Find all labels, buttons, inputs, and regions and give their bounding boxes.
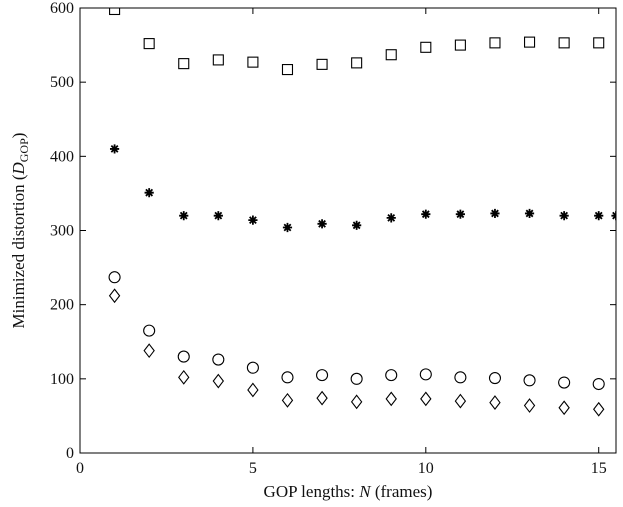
data-point-diamond [178,369,190,385]
data-point-square [385,49,397,61]
data-point-square [247,56,259,68]
data-point-star [455,209,465,219]
data-point-circle [592,377,605,391]
data-point-diamond [281,392,294,408]
data-point-square [558,37,570,49]
data-point-circle [385,369,398,382]
data-point-star [179,211,189,221]
data-point-star [317,219,327,229]
data-point-star [421,209,431,219]
series-square [109,8,605,76]
data-point-star [282,222,293,233]
data-point-circle [350,372,363,385]
data-point-star [213,211,223,221]
data-point-diamond [523,398,536,413]
plot-area [79,7,617,454]
data-point-circle [143,324,156,337]
data-point-circle [212,353,225,366]
y-tick-label: 500 [50,74,74,91]
y-tick-label: 100 [50,371,74,388]
data-point-square [212,54,224,66]
data-point-square [593,37,605,49]
data-point-star [524,208,535,219]
data-marks [108,8,616,417]
x-tick-label: 5 [249,460,257,477]
data-point-star [352,220,362,230]
y-tick-label: 200 [50,297,74,314]
data-point-diamond [143,343,155,359]
data-point-star [594,211,604,221]
plot-frame [79,7,617,454]
x-tick-label: 15 [591,460,607,477]
data-point-star [248,215,258,225]
data-point-circle [454,371,467,384]
data-point-star [109,144,120,154]
series-diamond [108,288,605,417]
data-point-diamond [247,382,259,398]
data-point-circle [558,376,571,389]
data-point-diamond [454,393,467,409]
x-tick-label: 10 [418,460,434,477]
data-point-square [109,8,121,16]
data-point-star [611,211,616,221]
data-point-square [351,57,363,69]
data-point-diamond [316,390,328,406]
data-point-square [178,58,190,70]
y-tick-label: 400 [50,148,74,165]
data-point-circle [419,368,432,381]
data-point-circle [177,350,190,363]
data-point-square [420,41,432,53]
data-point-diamond [489,395,501,410]
data-point-square [523,36,536,48]
series-circle [108,271,605,391]
data-point-circle [316,369,329,382]
data-point-diamond [558,400,570,416]
data-point-diamond [350,394,363,410]
data-point-circle [281,371,294,384]
y-tick-label: 300 [50,223,74,240]
y-tick-label: 600 [50,0,74,17]
data-point-circle [523,374,536,387]
y-axis-label: Minimized distortion (DGOP) [9,133,31,329]
axis-ticks: 0 5 10 15 0 100 200 300 400 500 600 [50,0,616,477]
x-axis-label: GOP lengths: N (frames) [264,482,433,501]
data-point-diamond [108,288,121,304]
data-point-star [490,208,500,219]
data-point-diamond [385,391,397,407]
data-point-circle [488,372,502,385]
data-point-diamond [420,391,432,407]
data-point-circle [108,271,121,284]
data-point-square [281,64,294,76]
data-point-circle [246,361,259,374]
y-tick-label: 0 [66,445,74,462]
data-point-square [316,58,328,70]
data-point-star [144,188,154,198]
data-point-square [454,39,466,51]
data-point-star [386,213,396,223]
x-tick-label: 0 [76,460,84,477]
data-point-diamond [593,401,605,417]
data-point-diamond [212,373,225,389]
data-point-star [559,211,569,221]
data-point-square [143,38,155,50]
data-point-square [489,37,501,49]
series-star [109,144,616,233]
